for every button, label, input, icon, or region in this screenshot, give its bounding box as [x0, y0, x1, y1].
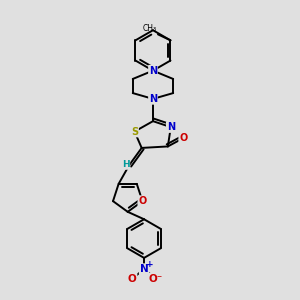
Text: S: S — [131, 127, 138, 136]
Text: CH₃: CH₃ — [142, 24, 157, 33]
Text: N: N — [167, 122, 175, 132]
Text: O: O — [179, 133, 188, 143]
Text: +: + — [146, 260, 154, 269]
Text: N: N — [149, 94, 157, 104]
Text: O: O — [138, 196, 146, 206]
Text: H: H — [122, 160, 129, 169]
Text: N: N — [149, 66, 157, 76]
Text: O: O — [128, 274, 136, 284]
Text: O⁻: O⁻ — [149, 274, 163, 284]
Text: N: N — [140, 264, 148, 274]
